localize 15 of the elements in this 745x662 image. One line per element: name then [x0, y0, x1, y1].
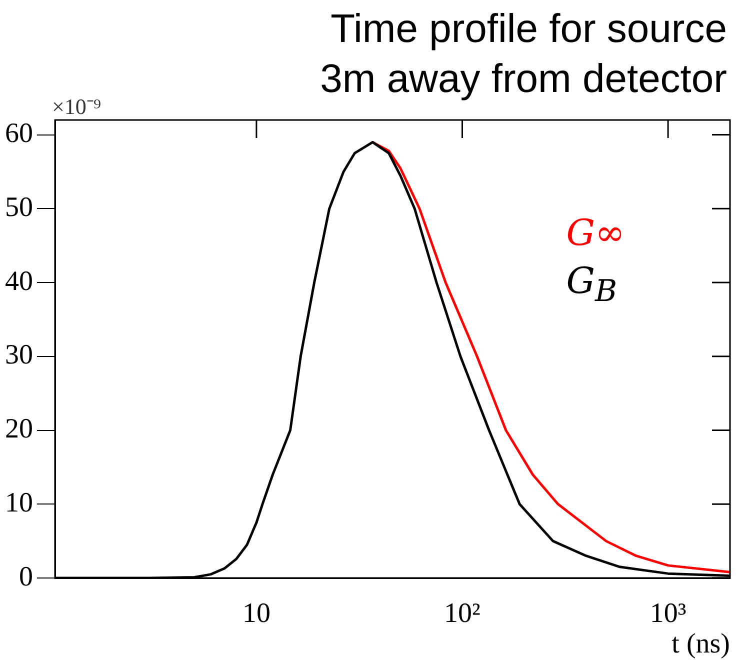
chart-title: Time profile for source 3m away from detector — [319, 6, 727, 103]
y-tick-label: 60 — [5, 118, 33, 150]
y-tick-label: 0 — [19, 561, 33, 592]
x-tick-label: 10 — [242, 598, 270, 630]
x-tick-label: 10³ — [650, 598, 686, 630]
y-tick-label: 30 — [5, 340, 33, 371]
y-tick-label: 50 — [5, 192, 33, 224]
x-axis-title: t (ns) — [672, 628, 730, 660]
text: G$_{B}$ — [566, 260, 618, 312]
y-tick-label: 10 — [5, 487, 33, 518]
x-tick-label: 10² — [444, 598, 480, 630]
y-tick-label: 40 — [5, 266, 33, 297]
text: ×10⁻⁹ — [52, 93, 102, 120]
y-tick-label: 20 — [5, 414, 33, 445]
text: G∞ — [566, 212, 625, 256]
